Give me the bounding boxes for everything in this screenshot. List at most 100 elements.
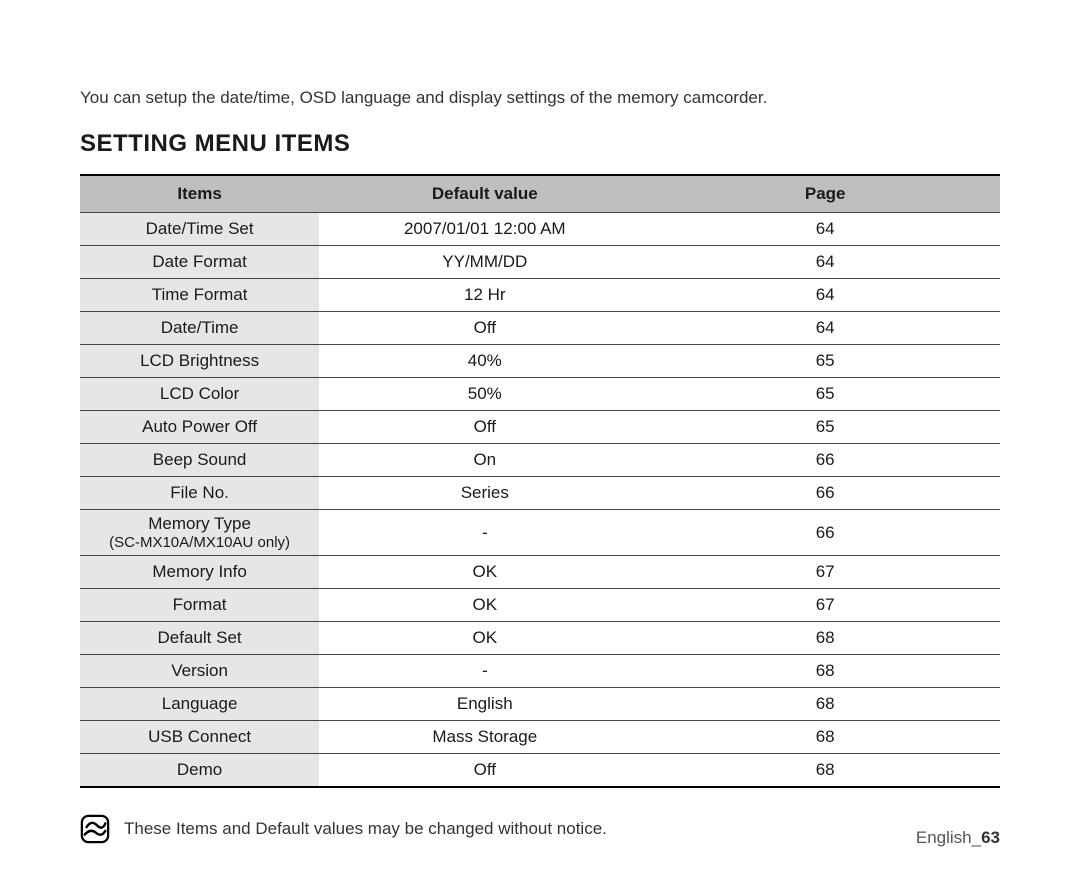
cell-default: 2007/01/01 12:00 AM bbox=[319, 213, 650, 246]
cell-page: 68 bbox=[650, 622, 1000, 655]
cell-page: 66 bbox=[650, 444, 1000, 477]
page-footer: English_63 bbox=[916, 828, 1000, 848]
cell-item: Memory Info bbox=[80, 556, 319, 589]
cell-item: Default Set bbox=[80, 622, 319, 655]
item-label: Beep Sound bbox=[153, 450, 247, 469]
table-row: Memory Type(SC-MX10A/MX10AU only)-66 bbox=[80, 510, 1000, 556]
table-row: File No. Series66 bbox=[80, 477, 1000, 510]
col-header-default: Default value bbox=[319, 175, 650, 213]
item-label: USB Connect bbox=[148, 727, 251, 746]
item-label: LCD Brightness bbox=[140, 351, 259, 370]
cell-page: 65 bbox=[650, 411, 1000, 444]
cell-page: 68 bbox=[650, 754, 1000, 788]
item-label: Time Format bbox=[152, 285, 248, 304]
item-label: Date/Time Set bbox=[146, 219, 254, 238]
cell-item: Date Format bbox=[80, 246, 319, 279]
cell-item: Language bbox=[80, 688, 319, 721]
cell-page: 64 bbox=[650, 312, 1000, 345]
cell-default: OK bbox=[319, 589, 650, 622]
cell-default: YY/MM/DD bbox=[319, 246, 650, 279]
item-label: Date Format bbox=[152, 252, 246, 271]
cell-page: 64 bbox=[650, 246, 1000, 279]
settings-table: Items Default value Page Date/Time Set 20… bbox=[80, 174, 1000, 788]
cell-default: - bbox=[319, 510, 650, 556]
cell-item: Time Format bbox=[80, 279, 319, 312]
cell-default: Off bbox=[319, 411, 650, 444]
note-icon bbox=[80, 814, 110, 844]
table-row: LCD Brightness 40%65 bbox=[80, 345, 1000, 378]
footer-page-number: 63 bbox=[981, 828, 1000, 847]
cell-item: Format bbox=[80, 589, 319, 622]
item-label: Auto Power Off bbox=[142, 417, 257, 436]
cell-item: LCD Brightness bbox=[80, 345, 319, 378]
cell-default: 12 Hr bbox=[319, 279, 650, 312]
section-heading: SETTING MENU ITEMS bbox=[80, 130, 1000, 158]
cell-page: 66 bbox=[650, 477, 1000, 510]
item-label: Language bbox=[162, 694, 238, 713]
table-row: USB Connect Mass Storage68 bbox=[80, 721, 1000, 754]
cell-default: English bbox=[319, 688, 650, 721]
cell-page: 68 bbox=[650, 721, 1000, 754]
cell-default: Off bbox=[319, 312, 650, 345]
cell-default: OK bbox=[319, 622, 650, 655]
note-row: These Items and Default values may be ch… bbox=[80, 814, 1000, 844]
table-body: Date/Time Set2007/01/01 12:00 AM64Date F… bbox=[80, 213, 1000, 788]
cell-item: Date/Time bbox=[80, 312, 319, 345]
cell-item: Date/Time Set bbox=[80, 213, 319, 246]
cell-item: Memory Type(SC-MX10A/MX10AU only) bbox=[80, 510, 319, 556]
cell-page: 64 bbox=[650, 213, 1000, 246]
table-row: Beep Sound On66 bbox=[80, 444, 1000, 477]
table-row: Demo Off68 bbox=[80, 754, 1000, 788]
table-row: Version -68 bbox=[80, 655, 1000, 688]
table-row: Memory Info OK67 bbox=[80, 556, 1000, 589]
cell-page: 66 bbox=[650, 510, 1000, 556]
table-row: LCD Color 50%65 bbox=[80, 378, 1000, 411]
table-row: Date/Time Off64 bbox=[80, 312, 1000, 345]
document-page: You can setup the date/time, OSD languag… bbox=[0, 0, 1080, 884]
item-label: Demo bbox=[177, 760, 222, 779]
item-label: Date/Time bbox=[161, 318, 239, 337]
table-row: Format OK67 bbox=[80, 589, 1000, 622]
item-label: Memory Type bbox=[148, 514, 251, 533]
cell-default: - bbox=[319, 655, 650, 688]
table-row: Auto Power Off Off65 bbox=[80, 411, 1000, 444]
cell-default: 50% bbox=[319, 378, 650, 411]
cell-item: USB Connect bbox=[80, 721, 319, 754]
table-row: Language English68 bbox=[80, 688, 1000, 721]
cell-item: Beep Sound bbox=[80, 444, 319, 477]
note-text: These Items and Default values may be ch… bbox=[124, 819, 607, 839]
cell-page: 68 bbox=[650, 688, 1000, 721]
cell-default: On bbox=[319, 444, 650, 477]
cell-default: Off bbox=[319, 754, 650, 788]
cell-default: 40% bbox=[319, 345, 650, 378]
col-header-page: Page bbox=[650, 175, 1000, 213]
intro-text: You can setup the date/time, OSD languag… bbox=[80, 88, 1000, 108]
cell-item: File No. bbox=[80, 477, 319, 510]
item-label: File No. bbox=[170, 483, 229, 502]
cell-page: 65 bbox=[650, 378, 1000, 411]
cell-default: OK bbox=[319, 556, 650, 589]
item-label: LCD Color bbox=[160, 384, 239, 403]
cell-item: Version bbox=[80, 655, 319, 688]
item-label: Default Set bbox=[158, 628, 242, 647]
cell-item: Demo bbox=[80, 754, 319, 788]
item-label: Version bbox=[171, 661, 228, 680]
cell-page: 64 bbox=[650, 279, 1000, 312]
cell-page: 65 bbox=[650, 345, 1000, 378]
item-label: Format bbox=[173, 595, 227, 614]
table-row: Date/Time Set 2007/01/01 12:00 AM64 bbox=[80, 213, 1000, 246]
cell-default: Mass Storage bbox=[319, 721, 650, 754]
item-sublabel: (SC-MX10A/MX10AU only) bbox=[88, 534, 311, 551]
item-label: Memory Info bbox=[152, 562, 246, 581]
cell-item: Auto Power Off bbox=[80, 411, 319, 444]
table-row: Date Format YY/MM/DD64 bbox=[80, 246, 1000, 279]
col-header-items: Items bbox=[80, 175, 319, 213]
cell-item: LCD Color bbox=[80, 378, 319, 411]
cell-page: 68 bbox=[650, 655, 1000, 688]
table-header-row: Items Default value Page bbox=[80, 175, 1000, 213]
table-row: Default Set OK68 bbox=[80, 622, 1000, 655]
cell-default: Series bbox=[319, 477, 650, 510]
table-row: Time Format 12 Hr64 bbox=[80, 279, 1000, 312]
cell-page: 67 bbox=[650, 556, 1000, 589]
cell-page: 67 bbox=[650, 589, 1000, 622]
